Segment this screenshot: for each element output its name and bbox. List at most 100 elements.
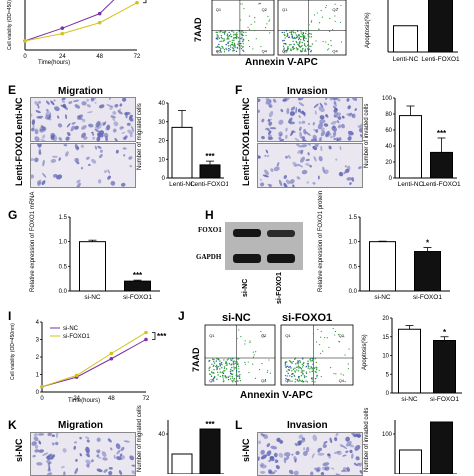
img-f2-cell: [283, 175, 287, 179]
flow-plot-si-foxo1-dot: [318, 369, 320, 371]
flow-plot-si-nc-dot: [266, 371, 268, 373]
flow-plot-si-foxo1-dot: [291, 380, 293, 382]
flow-plot-si-foxo1-dot: [294, 371, 297, 373]
flow-plot-si-foxo1-dot: [309, 357, 312, 360]
top-flow-plot-1-dot: [231, 39, 233, 41]
chart-e-bar-0: [171, 126, 193, 179]
img-f1-cell: [285, 134, 288, 139]
flow-plot-si-nc-dot: [226, 359, 228, 361]
top-flow-plot-1-dot: [218, 37, 221, 40]
chart-g-ytick-label-2: 1.0: [59, 240, 68, 246]
img-k1-cell: [31, 441, 37, 446]
img-e2-cell: [42, 159, 45, 167]
top-viability-point-1-2: [97, 20, 102, 25]
top-flow-plot-2-dot: [298, 35, 300, 37]
flow-plot-si-foxo1-dot: [298, 377, 300, 379]
img-k1-cell: [108, 466, 113, 470]
flow-plot-si-nc-dot: [222, 378, 225, 380]
band-foxo1-si-nc: [233, 229, 261, 237]
img-l1-cell: [278, 452, 284, 458]
top-flow-plot-1-dot: [226, 33, 229, 35]
flow-plot-si-foxo1-dot: [293, 374, 295, 377]
flow-plot-si-nc-dot: [226, 376, 228, 378]
top-flow-plot-1-dot: [229, 40, 231, 43]
img-e2-cell: [91, 158, 97, 164]
top-flow-plot-1-dot: [237, 41, 240, 43]
flow-plot-si-foxo1-dot: [297, 376, 300, 378]
top-flow-plot-1-dot: [223, 51, 226, 53]
img-f2-cell: [297, 149, 301, 154]
top-flow-plot-1-dot: [259, 2, 261, 5]
img-f1-cell: [347, 105, 351, 110]
img-e1-cell: [81, 118, 86, 123]
top-flow-plot-1-dot: [232, 31, 235, 33]
top-flow-plot-1-dot: [216, 36, 218, 38]
flow-plot-si-nc-dot: [220, 362, 223, 364]
flow-plot-si-foxo1-dot: [307, 362, 309, 365]
flow-plot-si-nc-dot: [213, 358, 215, 361]
img-l1-cell: [334, 437, 338, 442]
img-k1-cell: [86, 439, 90, 443]
img-f2-cell: [262, 174, 269, 178]
top-apoptosis-bar-0: [393, 25, 418, 53]
chart-e-ytick-label-2: 20: [158, 139, 165, 145]
chart-h-bar-1: [414, 251, 441, 292]
top-flow-plot-1-dot: [242, 31, 245, 34]
flow-plot-si-nc-dot: [244, 343, 246, 345]
flow-plot-si-nc-dot: [236, 337, 238, 340]
top-flow-plot-1-dot: [231, 47, 234, 49]
img-f2-cell: [314, 144, 320, 147]
img-k1-cell: [47, 462, 51, 467]
flow-plot-si-nc-dot: [237, 365, 240, 368]
img-f1-cell: [268, 130, 272, 135]
img-e2-cell: [87, 164, 91, 166]
flow-plot-si-foxo1-dot: [311, 360, 314, 362]
img-k1-cell: [47, 433, 52, 437]
top-flow-plot-2-dot: [329, 30, 331, 32]
img-f1-cell: [298, 121, 302, 125]
flow-plot-si-nc-dot: [213, 368, 215, 371]
img-f1-cell: [289, 111, 295, 117]
flow-plot-si-nc-dot: [216, 368, 218, 371]
img-e1-cell: [109, 98, 111, 100]
top-flow-plot-1-dot: [229, 44, 232, 46]
flow-plots: Q1 Q2 Q3 Q4 Q1 Q2 Q3 Q4: [204, 324, 354, 386]
img-e2-cell: [129, 164, 133, 168]
flow-plot-si-foxo1-dot: [309, 371, 311, 373]
img-l1-cell: [260, 449, 265, 455]
img-f1-cell: [351, 98, 358, 102]
img-e1-cell: [34, 101, 39, 106]
img-f1-cell: [357, 125, 362, 130]
chart-f-sig: ***: [437, 129, 447, 138]
chart-i-ytick-label-3: 3: [36, 338, 40, 344]
img-f2-cell: [318, 175, 320, 180]
img-e2-cell: [97, 145, 102, 149]
flow-plot-si-foxo1-dot: [303, 376, 306, 379]
img-f1-cell: [299, 126, 302, 132]
img-l1-cell: [268, 459, 272, 463]
img-e1-cell: [73, 99, 80, 103]
img-k1-cell: [96, 449, 101, 453]
top-flow-plot-2-dot: [308, 48, 311, 50]
chart-e-ytick-label-3: 30: [158, 120, 165, 126]
top-flow-plot-2-dot: [318, 28, 320, 30]
img-l1-cell: [294, 442, 298, 446]
img-k1-cell: [102, 457, 108, 461]
top-flow-plot-1-dot: [237, 37, 240, 39]
flow-plot-si-nc-dot: [213, 375, 216, 378]
top-viability-point-0-1: [60, 26, 65, 30]
flow-plot-si-foxo1-dot: [284, 374, 287, 377]
flow-plot-si-nc-dot: [227, 376, 230, 378]
img-f1-cell: [320, 127, 325, 132]
img-l1-cell: [322, 443, 327, 449]
flow-plot-si-nc-dot: [216, 378, 218, 381]
flow-plot-si-foxo1-dot: [328, 346, 330, 348]
img-f1-cell: [324, 102, 328, 106]
img-l1-cell: [327, 453, 331, 457]
flow-plot-si-nc-dot: [212, 358, 214, 360]
img-e1-cell: [106, 104, 113, 108]
flow-plot-si-nc-dot: [230, 364, 232, 366]
img-f1-cell: [332, 132, 337, 138]
top-flow-plot-2-dot: [313, 14, 316, 16]
